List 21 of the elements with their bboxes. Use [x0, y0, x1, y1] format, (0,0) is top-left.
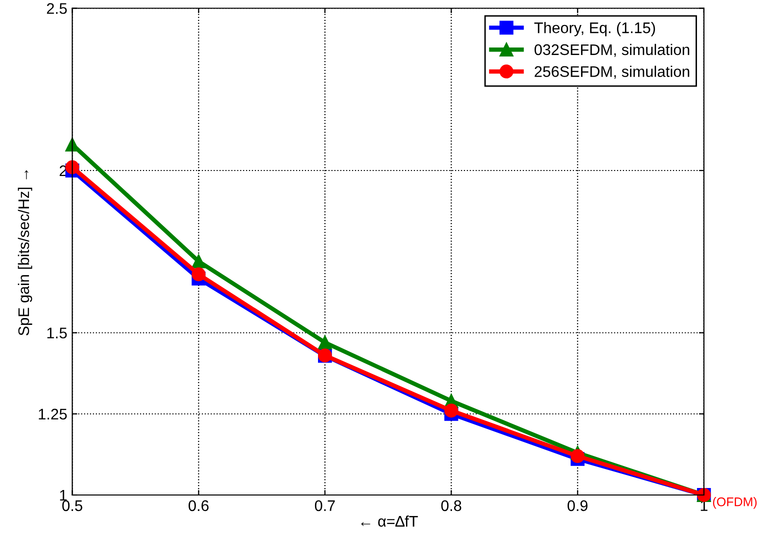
- x-tick-label: 0.7: [314, 500, 335, 512]
- x-tick-label: 0.6: [188, 500, 209, 512]
- legend-label: 032SEFDM, simulation: [534, 44, 690, 57]
- legend-label: 256SEFDM, simulation: [534, 66, 690, 79]
- x-tick-label: 0.9: [568, 500, 588, 512]
- point: [318, 336, 332, 350]
- x-axis-title: ← α=∆fT: [361, 516, 418, 527]
- legend-label: Theory, Eq. (1.15): [534, 22, 655, 36]
- point: [570, 449, 585, 464]
- x-tick-label: 0.5: [62, 500, 82, 512]
- y-axis-title: SpE gain [bits/sec/Hz] →: [18, 170, 32, 336]
- annotation: (OFDM): [713, 497, 757, 509]
- point: [65, 160, 80, 174]
- point: [192, 254, 206, 268]
- point: [192, 267, 206, 282]
- y-tick-label: 1.25: [38, 408, 67, 420]
- point: [444, 404, 458, 418]
- x-tick-label: 0.8: [441, 500, 462, 512]
- y-tick-label: 1.5: [47, 328, 67, 338]
- y-tick-label: 2.5: [46, 3, 67, 14]
- y-tick-label: 1: [60, 490, 67, 501]
